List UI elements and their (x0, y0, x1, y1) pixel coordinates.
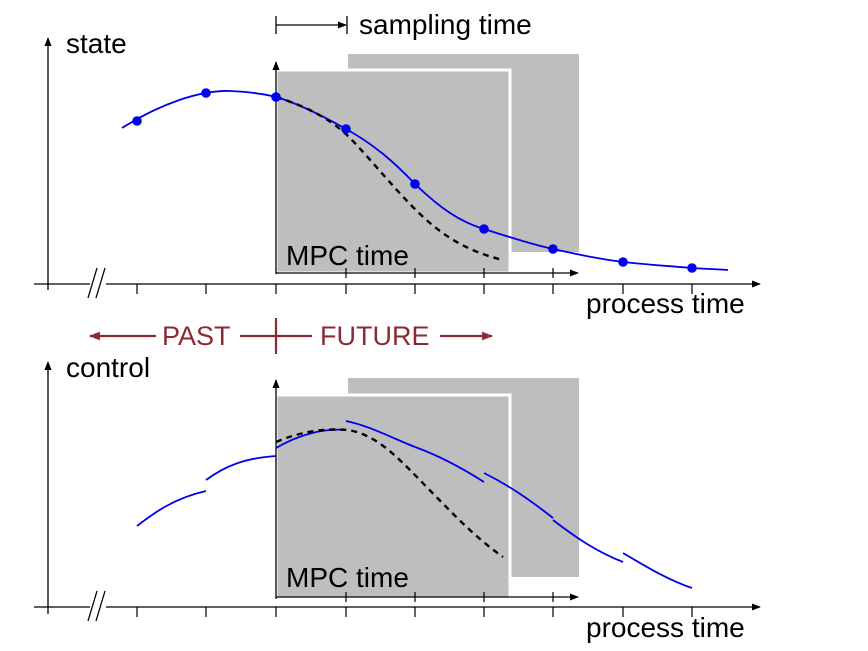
state-sample-point (548, 244, 558, 254)
control-segment (414, 446, 485, 483)
process-time-ticks-bottom (136, 607, 693, 617)
control-prediction (275, 428, 504, 558)
axis-break-bottom (87, 590, 106, 622)
state-sample-point (687, 263, 697, 273)
state-sample-point (271, 92, 281, 102)
control-segment (136, 490, 207, 527)
mpc-horizon-box-bottom (274, 393, 512, 600)
control-segment (483, 472, 554, 519)
past-future-divider: PAST FUTURE (88, 318, 494, 354)
state-axis-label: state (66, 28, 127, 59)
control-segment (622, 552, 693, 589)
control-axis-label: control (66, 352, 150, 383)
control-panel: control MPC time process time (34, 352, 761, 643)
sampling-time-label: sampling time (359, 9, 532, 40)
state-sample-point (201, 88, 211, 98)
control-segment (205, 455, 277, 481)
state-sample-markers (132, 88, 697, 273)
past-label: PAST (162, 321, 231, 351)
control-segment (345, 420, 416, 448)
future-label: FUTURE (320, 321, 430, 351)
state-trajectory (121, 90, 729, 271)
process-time-label-bottom: process time (586, 612, 745, 643)
mpc-time-label-top: MPC time (286, 240, 409, 271)
process-time-ticks-top (136, 284, 693, 294)
sampling-time-indicator: sampling time (275, 9, 532, 40)
state-sample-point (410, 179, 420, 189)
state-sample-point (618, 257, 628, 267)
process-time-label-top: process time (586, 288, 745, 319)
control-trajectory (136, 420, 693, 589)
control-segment (552, 519, 624, 563)
state-sample-point (132, 116, 142, 126)
state-prediction (275, 95, 504, 262)
axis-break-top (87, 267, 106, 299)
mpc-time-label-bottom: MPC time (286, 562, 409, 593)
state-sample-point (341, 124, 351, 134)
state-sample-point (479, 224, 489, 234)
state-panel: state MPC time process time (34, 28, 761, 319)
control-segment (275, 428, 347, 449)
